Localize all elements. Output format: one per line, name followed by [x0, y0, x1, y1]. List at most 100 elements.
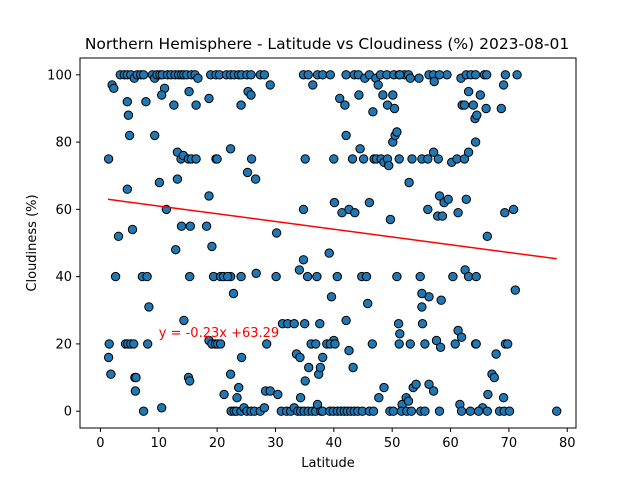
data-point	[423, 154, 433, 164]
data-point	[434, 191, 445, 201]
data-point	[358, 154, 369, 164]
data-point	[388, 90, 398, 100]
x-tick-label: 60	[442, 436, 459, 451]
x-tick-label: 40	[326, 436, 343, 451]
data-point	[273, 389, 283, 400]
data-point	[143, 339, 153, 349]
data-point	[405, 73, 415, 83]
data-point	[185, 271, 195, 282]
data-point	[304, 362, 314, 373]
data-point	[388, 406, 399, 416]
data-point	[504, 406, 515, 416]
regression-equation: y = -0.23x +63.29	[159, 326, 279, 341]
data-point	[171, 245, 181, 255]
data-point	[415, 271, 425, 282]
data-point	[157, 403, 167, 413]
data-point	[150, 130, 160, 141]
data-point	[379, 382, 389, 393]
data-point	[176, 221, 187, 231]
data-point	[481, 103, 491, 114]
data-point	[384, 160, 394, 171]
data-point	[364, 197, 375, 208]
data-point	[431, 335, 442, 346]
x-tick-label: 0	[96, 436, 104, 451]
data-point	[428, 147, 439, 157]
y-tick-label: 80	[55, 136, 72, 151]
data-point	[308, 80, 318, 90]
data-point	[318, 352, 328, 363]
x-axis-ticks: 0 10 20 30 40 50 60 70 80	[96, 428, 576, 451]
data-point	[456, 332, 467, 342]
data-point	[344, 345, 354, 356]
data-point	[373, 80, 383, 90]
data-point	[219, 389, 229, 400]
data-point	[405, 339, 415, 349]
x-axis-label: Latitude	[301, 456, 355, 471]
data-point	[482, 70, 492, 80]
data-point	[154, 177, 165, 188]
data-point	[232, 393, 242, 403]
data-point	[259, 403, 270, 413]
plot-frame	[79, 57, 577, 429]
data-point	[228, 288, 239, 299]
data-point	[450, 339, 460, 349]
data-point	[470, 70, 481, 80]
y-tick-label: 100	[47, 68, 72, 83]
data-point	[295, 352, 305, 363]
data-point	[330, 339, 340, 349]
data-point	[215, 339, 226, 349]
data-point	[417, 319, 428, 329]
data-point	[259, 70, 270, 80]
data-point	[326, 292, 337, 302]
data-point	[512, 70, 522, 80]
data-point	[179, 315, 189, 326]
data-point	[403, 396, 414, 406]
data-point	[394, 339, 404, 349]
data-point	[246, 154, 257, 164]
data-point	[463, 86, 474, 97]
y-tick-label: 20	[55, 337, 72, 352]
data-point	[482, 231, 492, 242]
data-point	[234, 382, 244, 393]
data-point	[271, 271, 281, 282]
data-point	[250, 174, 261, 184]
data-point	[109, 83, 119, 94]
data-point	[246, 90, 256, 100]
data-point	[172, 174, 183, 184]
x-tick-label: 20	[209, 436, 226, 451]
x-tick-label: 30	[267, 436, 284, 451]
y-tick-label: 60	[55, 203, 72, 218]
data-point	[395, 329, 405, 339]
data-point	[246, 70, 256, 80]
data-point	[341, 315, 351, 326]
data-point	[340, 100, 350, 110]
data-point	[341, 70, 351, 80]
data-point	[496, 103, 506, 114]
data-point	[404, 177, 414, 188]
data-point	[236, 271, 246, 282]
data-point	[471, 339, 481, 349]
data-point	[424, 379, 434, 389]
data-point	[141, 97, 151, 107]
data-point	[142, 271, 152, 282]
data-point	[395, 70, 405, 80]
data-point	[428, 386, 439, 396]
data-point	[414, 73, 424, 83]
data-point	[289, 319, 299, 329]
data-point	[201, 221, 212, 231]
data-point	[472, 110, 482, 120]
data-point	[434, 406, 445, 416]
y-tick-label: 0	[64, 405, 72, 420]
data-point	[191, 100, 201, 110]
data-point	[374, 393, 384, 403]
data-point	[385, 214, 396, 225]
data-point	[407, 154, 417, 164]
data-point	[225, 369, 236, 379]
data-point	[324, 248, 334, 258]
data-point	[341, 130, 351, 141]
data-point	[131, 372, 141, 383]
data-point	[315, 319, 325, 329]
x-tick-label: 10	[151, 436, 168, 451]
